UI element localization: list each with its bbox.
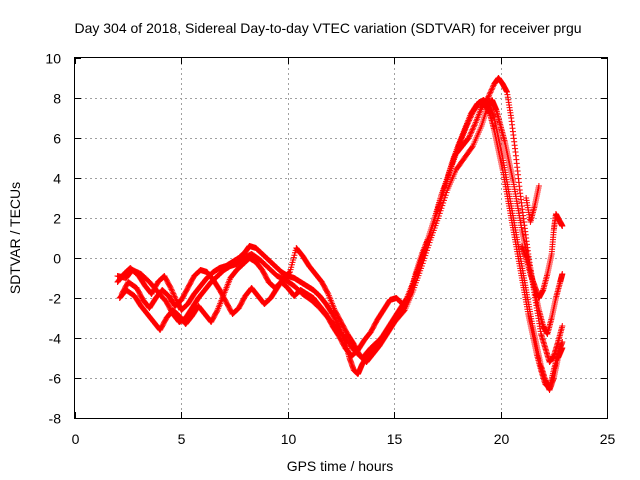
x-tick-label: 10 bbox=[281, 431, 297, 447]
data-point bbox=[559, 271, 566, 277]
data-point bbox=[523, 195, 530, 201]
data-point bbox=[421, 255, 428, 262]
data-point bbox=[170, 290, 177, 297]
data-point bbox=[419, 260, 426, 267]
x-tick-label: 15 bbox=[387, 431, 403, 447]
data-point bbox=[418, 263, 425, 269]
data-point bbox=[466, 132, 473, 139]
data-point bbox=[286, 269, 293, 276]
data-point bbox=[442, 192, 449, 199]
data-point bbox=[422, 252, 429, 259]
data-point bbox=[465, 135, 472, 141]
data-point bbox=[468, 128, 475, 134]
data-point bbox=[172, 294, 179, 301]
data-point bbox=[488, 86, 495, 93]
data-point bbox=[170, 292, 177, 298]
data-point bbox=[559, 223, 566, 229]
data-point bbox=[169, 287, 176, 294]
data-point bbox=[464, 120, 471, 127]
data-point bbox=[466, 116, 473, 122]
data-point bbox=[489, 85, 496, 92]
data-point bbox=[485, 93, 492, 100]
x-tick-label: 20 bbox=[494, 431, 510, 447]
data-point bbox=[436, 210, 443, 217]
data-point bbox=[486, 90, 493, 97]
data-point bbox=[425, 242, 432, 249]
y-tick-label: 4 bbox=[53, 171, 61, 187]
data-point bbox=[168, 286, 175, 293]
data-point bbox=[466, 133, 473, 140]
data-point bbox=[440, 200, 447, 206]
y-tick-label: 6 bbox=[53, 131, 61, 147]
data-point bbox=[443, 189, 450, 196]
data-point bbox=[439, 202, 446, 209]
data-point bbox=[464, 121, 471, 128]
data-point bbox=[487, 89, 494, 96]
data-point bbox=[435, 213, 442, 219]
y-axis-label: SDTVAR / TECUs bbox=[7, 182, 23, 294]
data-point bbox=[463, 123, 470, 129]
data-point bbox=[484, 95, 491, 101]
y-tick-label: -2 bbox=[49, 291, 62, 307]
data-point bbox=[486, 92, 493, 99]
data-point bbox=[467, 114, 474, 121]
axis-ticks bbox=[75, 58, 608, 419]
plot-frame bbox=[74, 57, 608, 419]
data-point bbox=[467, 130, 474, 137]
x-tick-label: 0 bbox=[72, 431, 80, 447]
x-tick-label: 25 bbox=[600, 431, 616, 447]
y-tick-label: -6 bbox=[49, 371, 62, 387]
data-point bbox=[470, 125, 477, 132]
y-tick-labels: -8 -6 -4 -2 0 2 4 6 8 10 bbox=[45, 51, 61, 427]
data-point bbox=[169, 289, 176, 296]
data-point bbox=[437, 207, 444, 214]
data-point bbox=[489, 83, 496, 90]
data-point bbox=[171, 293, 178, 300]
data-point bbox=[469, 144, 476, 151]
data-point bbox=[465, 118, 472, 125]
data-point bbox=[285, 270, 292, 277]
data-point bbox=[559, 323, 566, 329]
data-points bbox=[114, 75, 566, 393]
data-point bbox=[420, 257, 427, 264]
data-point bbox=[423, 247, 430, 254]
x-axis-label: GPS time / hours bbox=[287, 458, 394, 474]
data-point bbox=[466, 117, 473, 124]
data-point bbox=[441, 194, 448, 201]
data-point bbox=[426, 239, 433, 246]
chart-title: Day 304 of 2018, Sidereal Day-to-day VTE… bbox=[74, 20, 581, 36]
data-point bbox=[324, 289, 331, 296]
y-tick-label: 2 bbox=[53, 211, 61, 227]
y-tick-label: 0 bbox=[53, 251, 61, 267]
data-point bbox=[468, 113, 475, 120]
data-point bbox=[424, 244, 431, 251]
data-point bbox=[471, 122, 478, 129]
data-point bbox=[167, 283, 174, 290]
data-point bbox=[172, 296, 179, 303]
data-point bbox=[469, 126, 476, 133]
data-point bbox=[438, 205, 445, 212]
data-point bbox=[468, 111, 475, 118]
data-point bbox=[470, 123, 477, 130]
x-tick-label: 5 bbox=[178, 431, 186, 447]
data-point bbox=[167, 285, 174, 291]
data-point bbox=[440, 197, 447, 204]
data-point bbox=[488, 88, 495, 94]
y-tick-label: -4 bbox=[49, 331, 62, 347]
y-tick-label: 8 bbox=[53, 91, 61, 107]
data-point bbox=[423, 250, 430, 256]
y-tick-label: -8 bbox=[49, 411, 62, 427]
x-tick-labels: 0 5 10 15 20 25 bbox=[72, 431, 616, 447]
y-tick-label: 10 bbox=[45, 51, 61, 67]
data-point bbox=[213, 308, 220, 315]
data-point bbox=[468, 129, 475, 136]
